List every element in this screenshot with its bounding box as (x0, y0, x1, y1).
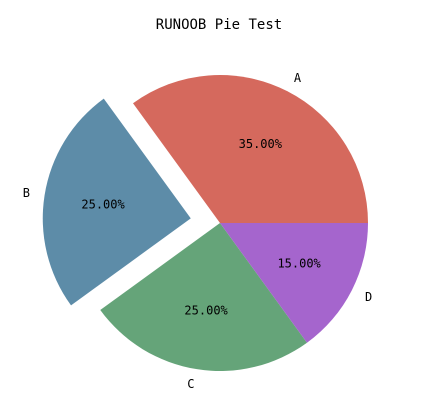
pie-category-label-c: C (187, 377, 194, 391)
pie-category-label-b: B (23, 186, 30, 200)
pie-slice-b (42, 98, 191, 306)
pie-category-label-d: D (365, 290, 372, 304)
pie-percent-label-a: 35.00% (239, 137, 283, 151)
pie-percent-label-c: 25.00% (184, 304, 228, 318)
pie-percent-label-b: 25.00% (81, 197, 125, 211)
pie-slice-a (133, 75, 368, 224)
pie-category-label-a: A (294, 71, 302, 85)
pie-slices (42, 75, 368, 372)
pie-slice-d (220, 223, 368, 343)
pie-slice-c (100, 223, 307, 372)
pie-percent-label-d: 15.00% (277, 256, 321, 270)
pie-labels: 35.00% A 25.00% B 25.00% C 15.00% D (23, 71, 373, 391)
chart-title: RUNOOB Pie Test (156, 17, 282, 33)
